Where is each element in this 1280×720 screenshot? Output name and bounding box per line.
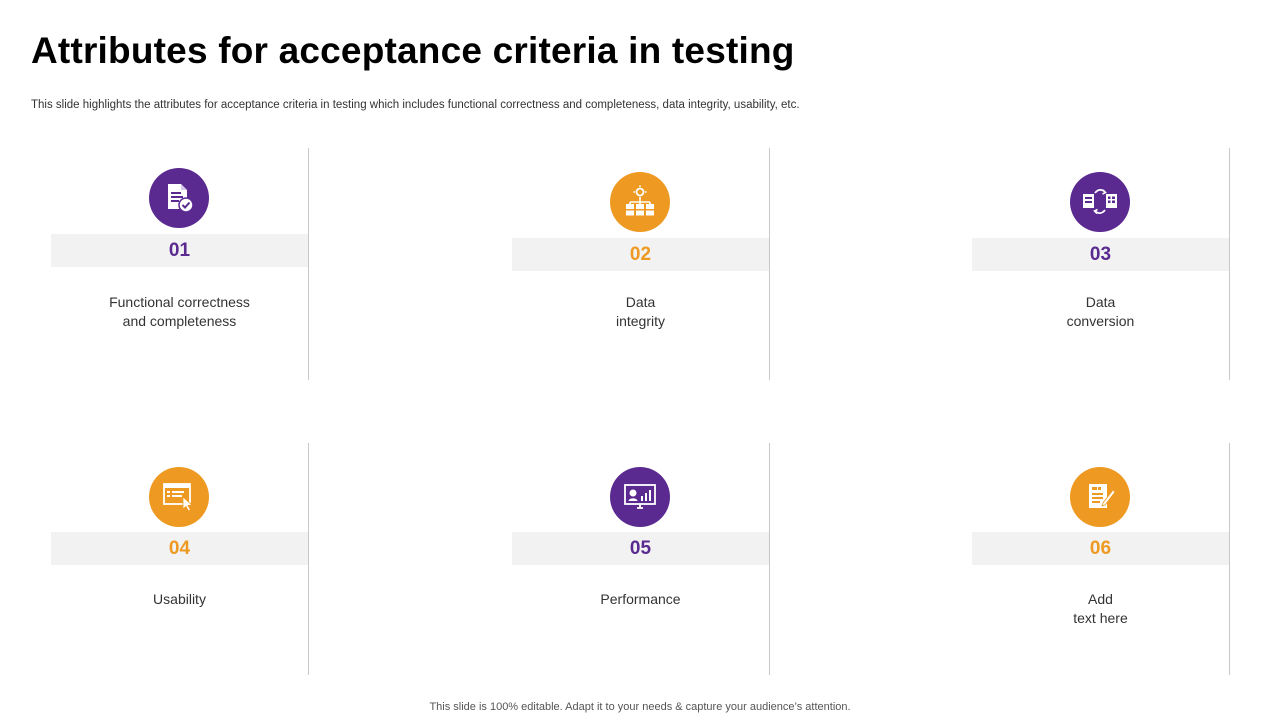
card-number-band: 01 [51,234,308,267]
card-divider [769,148,770,380]
card-number: 03 [1089,243,1112,265]
card-number-band: 05 [512,532,769,565]
slide-subtitle: This slide highlights the attributes for… [31,99,800,111]
slide-footer: This slide is 100% editable. Adapt it to… [429,701,851,713]
card-divider [1229,443,1230,675]
card-number-band: 03 [972,238,1229,271]
card-divider [308,443,309,675]
slide-title: Attributes for acceptance criteria in te… [31,30,795,71]
card-number: 02 [629,243,652,265]
card-divider [308,148,309,380]
monitor-dashboard-icon [610,467,670,527]
attribute-card-04: 04 Usability [51,443,309,675]
card-label: Performance [600,591,681,607]
card-number: 01 [168,239,191,261]
card-number: 05 [629,537,652,559]
card-number-band: 04 [51,532,308,565]
card-number: 06 [1089,537,1112,559]
attribute-card-01: 01 Functional correctness and completene… [51,148,309,380]
card-number-band: 02 [512,238,769,271]
card-label: Data integrity [615,294,666,329]
card-number: 04 [168,537,191,559]
notepad-pencil-icon [1070,467,1130,527]
card-divider [769,443,770,675]
card-label: Data conversion [1066,294,1135,329]
attribute-card-03: 03 Data conversion [972,148,1230,380]
attribute-card-06: 06 Add text here [972,443,1230,675]
card-divider [1229,148,1230,380]
card-label: Functional correctness and completeness [109,294,250,329]
card-number-band: 06 [972,532,1229,565]
card-label: Add text here [1073,591,1128,626]
attribute-card-02: 02 Data integrity [512,148,770,380]
browser-click-icon [149,467,209,527]
card-label: Usability [153,591,206,607]
data-conversion-icon [1070,172,1130,232]
server-network-icon [610,172,670,232]
attribute-card-05: 05 Performance [512,443,770,675]
document-check-icon [149,168,209,228]
